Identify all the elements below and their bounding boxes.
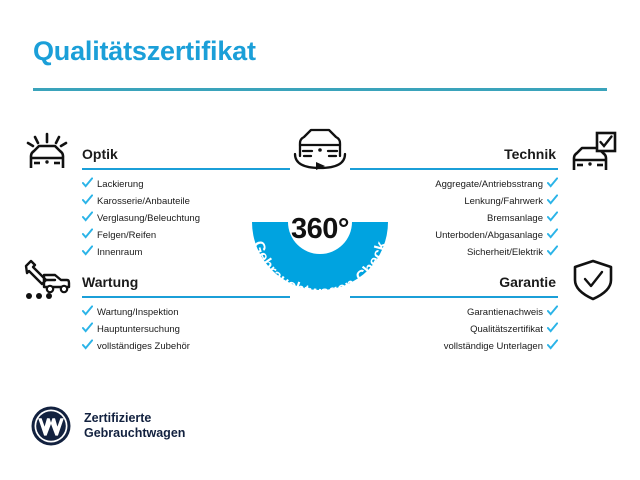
check-icon xyxy=(82,245,93,256)
section-heading: Wartung xyxy=(82,274,139,290)
list-item: vollständiges Zubehör xyxy=(82,338,290,355)
check-icon xyxy=(547,245,558,256)
section-heading: Garantie xyxy=(499,274,556,290)
list-item-label: Aggregate/Antriebsstrang xyxy=(435,179,543,190)
checklist-wartung: Wartung/Inspektion Hauptuntersuchung vol… xyxy=(82,304,290,355)
check-icon xyxy=(82,339,93,350)
page-title: Qualitätszertifikat xyxy=(33,36,256,66)
vw-logo-icon xyxy=(30,405,72,447)
list-item-label: Verglasung/Beleuchtung xyxy=(97,213,200,224)
check-icon xyxy=(82,177,93,188)
list-item-label: Garantienachweis xyxy=(466,307,543,318)
list-item-label: Hauptuntersuchung xyxy=(97,324,180,335)
list-item: Felgen/Reifen xyxy=(82,227,290,244)
title-divider xyxy=(33,88,607,91)
list-item: Verglasung/Beleuchtung xyxy=(82,210,290,227)
check-icon xyxy=(547,177,558,188)
list-item-label: Qualitätszertifikat xyxy=(470,324,543,335)
check-icon xyxy=(82,305,93,316)
list-item: Wartung/Inspektion xyxy=(82,304,290,321)
list-item-label: Wartung/Inspektion xyxy=(97,307,179,318)
list-item-label: Innenraum xyxy=(97,247,143,258)
car-rotate-icon xyxy=(284,126,356,174)
section-divider xyxy=(82,168,290,170)
section-heading: Optik xyxy=(82,146,118,162)
section-heading: Technik xyxy=(504,146,556,162)
checklist-technik: Aggregate/Antriebsstrang Lenkung/Fahrwer… xyxy=(350,176,558,261)
list-item-label: Lenkung/Fahrwerk xyxy=(464,196,543,207)
list-item: Sicherheit/Elektrik xyxy=(350,244,558,261)
badge-degrees: 360° xyxy=(291,213,349,245)
shield-check-icon xyxy=(568,258,618,302)
list-item: Hauptuntersuchung xyxy=(82,321,290,338)
check-icon xyxy=(82,228,93,239)
check-icon xyxy=(547,339,558,350)
list-item-label: vollständiges Zubehör xyxy=(97,341,190,352)
footer-line-1: Zertifizierte xyxy=(84,411,152,425)
list-item: Lenkung/Fahrwerk xyxy=(350,193,558,210)
list-item-label: Lackierung xyxy=(97,179,144,190)
list-item-label: Karosserie/Anbauteile xyxy=(97,196,190,207)
list-item: Bremsanlage xyxy=(350,210,558,227)
section-divider xyxy=(350,168,558,170)
footer-line-2: Gebrauchtwagen xyxy=(84,426,186,440)
section-divider xyxy=(350,296,558,298)
footer-text: Zertifizierte Gebrauchtwagen xyxy=(84,411,185,441)
check-icon xyxy=(547,228,558,239)
checklist-optik: Lackierung Karosserie/Anbauteile Verglas… xyxy=(82,176,290,261)
car-checkbox-icon xyxy=(568,130,618,174)
list-item: Lackierung xyxy=(82,176,290,193)
list-item: Unterboden/Abgasanlage xyxy=(350,227,558,244)
list-item: Qualitätszertifikat xyxy=(350,321,558,338)
footer-brand: Zertifizierte Gebrauchtwagen xyxy=(30,405,185,447)
car-shine-icon xyxy=(22,130,72,174)
check-icon xyxy=(82,322,93,333)
list-item-label: Bremsanlage xyxy=(487,213,543,224)
list-item-label: Unterboden/Abgasanlage xyxy=(435,230,543,241)
list-item-label: Felgen/Reifen xyxy=(97,230,157,241)
list-item-label: vollständige Unterlagen xyxy=(443,341,543,352)
checklist-garantie: Garantienachweis Qualitätszertifikat vol… xyxy=(350,304,558,355)
list-item-label: Sicherheit/Elektrik xyxy=(466,247,543,258)
check-icon xyxy=(82,211,93,222)
check-icon xyxy=(547,305,558,316)
list-item: Innenraum xyxy=(82,244,290,261)
badge-360-check: Gebrauchtwagen-Check xyxy=(232,150,408,308)
wrench-car-icon xyxy=(22,258,72,302)
check-icon xyxy=(547,322,558,333)
check-icon xyxy=(547,194,558,205)
list-item: Aggregate/Antriebsstrang xyxy=(350,176,558,193)
check-icon xyxy=(82,194,93,205)
check-icon xyxy=(547,211,558,222)
list-item: Garantienachweis xyxy=(350,304,558,321)
list-item: Karosserie/Anbauteile xyxy=(82,193,290,210)
section-divider xyxy=(82,296,290,298)
list-item: vollständige Unterlagen xyxy=(350,338,558,355)
